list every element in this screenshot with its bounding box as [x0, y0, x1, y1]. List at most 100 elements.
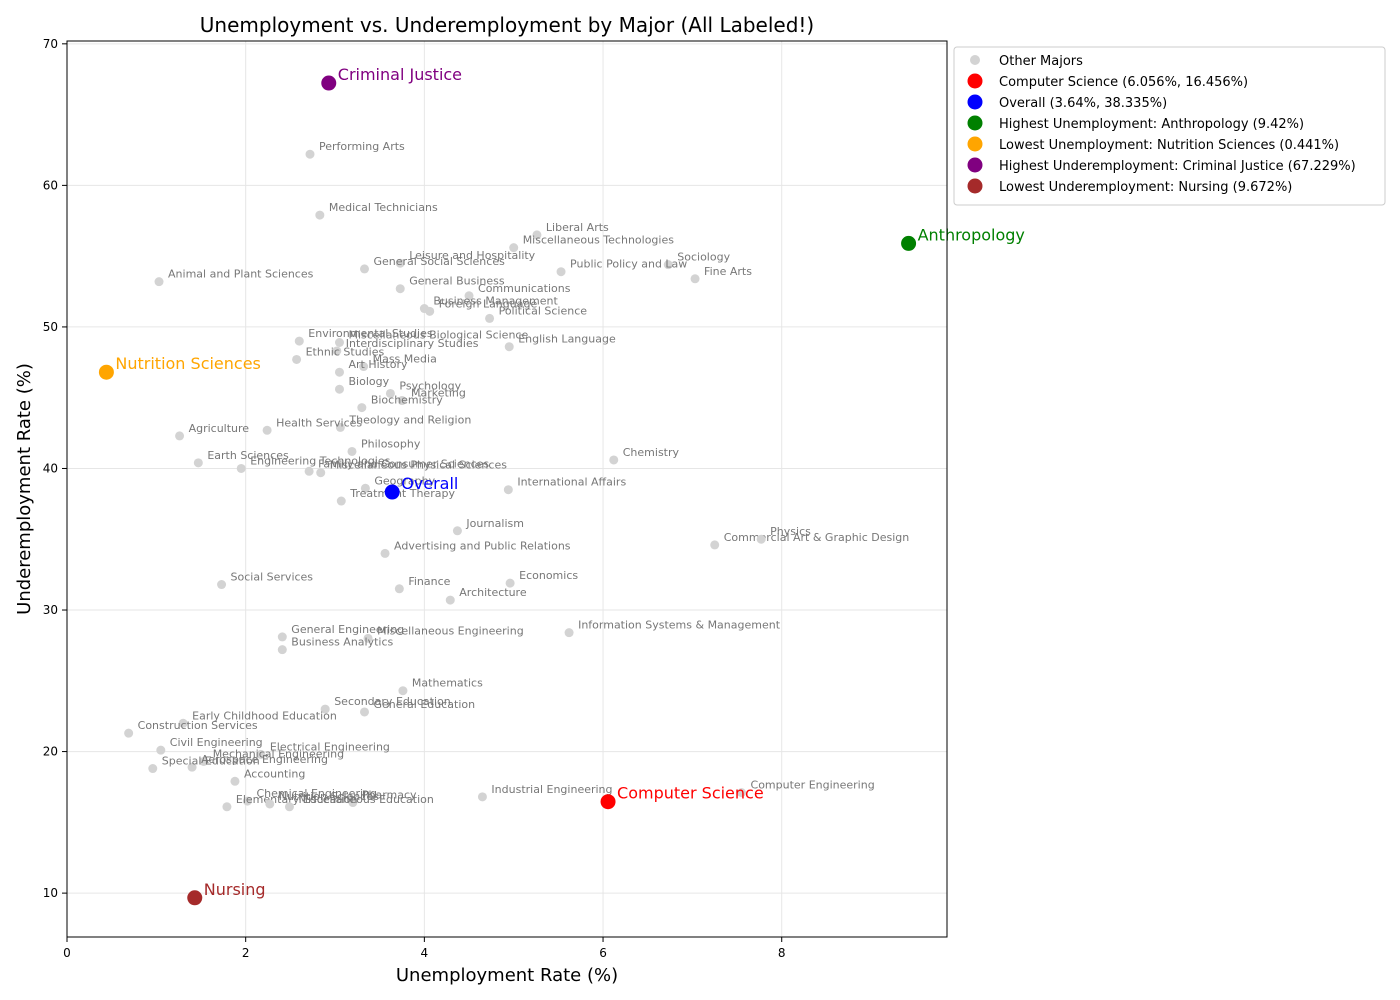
point-label: Marketing [411, 387, 466, 400]
scatter-point [363, 633, 373, 643]
legend: Other Majors Computer Science (6.056%, 16… [953, 46, 1386, 206]
scatter-point [425, 306, 435, 316]
y-tick-label: 50 [43, 320, 58, 334]
point-label: Commercial Art & Graphic Design [724, 531, 910, 544]
legend-entry: Highest Unemployment: Anthropology (9.42… [999, 117, 1304, 132]
point-label: Industrial Engineering [491, 783, 612, 796]
scatter-point [265, 799, 275, 809]
scatter-point [335, 422, 345, 432]
scatter-point [230, 776, 240, 786]
legend-marker [967, 157, 983, 173]
y-tick-label: 70 [43, 37, 58, 51]
scatter-point [398, 686, 408, 696]
point-label: Geography [374, 474, 435, 487]
point-label: Miscellaneous Education [298, 793, 433, 806]
scatter-point [395, 258, 405, 268]
x-axis-label: Unemployment Rate (%) [396, 965, 618, 986]
scatter-point [242, 796, 252, 806]
point-label: Special Education [162, 755, 260, 768]
point-label: Chemical Engineering [256, 787, 377, 800]
scatter-point [294, 336, 304, 346]
scatter-point [509, 243, 519, 253]
point-label: General Engineering [291, 623, 404, 636]
x-tick-label: 6 [599, 946, 607, 960]
point-label: General Social Sciences [374, 255, 506, 268]
scatter-point [357, 403, 367, 413]
legend-entry: Other Majors [999, 54, 1083, 69]
scatter-point [332, 346, 342, 356]
scatter-point [334, 367, 344, 377]
scatter-point [385, 388, 395, 398]
scatter-point [277, 645, 287, 655]
point-label: Secondary Education [334, 695, 451, 708]
point-label: Journalism [465, 517, 524, 530]
scatter-point [199, 756, 209, 766]
point-label: Accounting [244, 767, 305, 780]
point-label: Social Services [231, 571, 314, 584]
scatter-point [347, 446, 357, 456]
point-label: Business Analytics [291, 636, 393, 649]
scatter-point [217, 580, 227, 590]
highlight-point [321, 75, 337, 91]
x-tick-label: 0 [63, 946, 71, 960]
scatter-point [485, 313, 495, 323]
point-label: Environmental Studies [308, 327, 433, 340]
highlight-label: Anthropology [918, 225, 1025, 244]
legend-box [953, 46, 1386, 206]
point-label: Miscellaneous Technologies [523, 234, 675, 247]
scatter-point [334, 384, 344, 394]
x-tick-label: 2 [242, 946, 250, 960]
point-label: Philosophy [361, 437, 421, 450]
point-label: Chemistry [623, 446, 680, 459]
scatter-point [292, 354, 302, 364]
point-label: Information Systems & Management [578, 619, 781, 632]
highlight-label: Computer Science [617, 784, 764, 803]
y-axis-ticks: 10 20 30 40 50 60 70 [43, 37, 67, 900]
point-label: Treatment Therapy [349, 487, 455, 500]
highlight-point [384, 484, 400, 500]
chart-title: Unemployment vs. Underemployment by Majo… [200, 13, 814, 37]
point-label: Animal and Plant Sciences [168, 268, 314, 281]
point-label: Sociology [677, 251, 730, 264]
point-label: Liberal Arts [546, 221, 609, 234]
point-label: General Education [374, 698, 476, 711]
point-label: Biology [348, 375, 389, 388]
point-label: Pharmacy [362, 789, 417, 802]
point-label: Economics [519, 569, 578, 582]
point-label: Family and Consumer Sciences [318, 457, 489, 470]
point-label: Fine Arts [704, 265, 752, 278]
point-label: Foreign Language [439, 297, 538, 310]
point-label: Civil Engineering [170, 736, 263, 749]
point-label: Health Services [276, 416, 362, 429]
scatter-point [360, 707, 370, 717]
other-majors-points: Performing Arts Medical Technicians Libera… [124, 140, 910, 812]
legend-marker [967, 94, 983, 110]
x-axis-ticks: 0 2 4 6 8 [63, 937, 786, 960]
y-tick-label: 20 [43, 745, 58, 759]
scatter-point [277, 632, 287, 642]
legend-entry: Overall (3.64%, 38.335%) [999, 96, 1167, 111]
scatter-point [503, 485, 513, 495]
point-label: Nutrition Sciences [279, 790, 379, 803]
point-label: Theology and Religion [348, 413, 471, 426]
scatter-point [124, 728, 134, 738]
legend-entry: Lowest Underemployment: Nursing (9.672%) [999, 180, 1292, 195]
point-label: Architecture [459, 586, 527, 599]
point-label: Engineering Technologies [250, 454, 390, 467]
scatter-point [445, 595, 455, 605]
scatter-point [756, 534, 766, 544]
y-axis-label: Underemployment Rate (%) [14, 363, 35, 615]
highlight-label: Criminal Justice [338, 65, 462, 84]
highlight-point [98, 364, 114, 380]
scatter-point [316, 468, 326, 478]
point-label: Aerospace Engineering [201, 753, 328, 766]
point-label: Early Childhood Education [192, 709, 337, 722]
scatter-point [477, 792, 487, 802]
point-label: Earth Sciences [207, 449, 289, 462]
grid-lines [66, 41, 947, 937]
highlighted-points: Computer Science Overall Anthropology Nutri… [98, 65, 1025, 906]
scatter-point [154, 277, 164, 287]
legend-marker [967, 73, 983, 89]
point-label: Miscellaneous Engineering [377, 624, 524, 637]
highlight-label: Nursing [204, 880, 266, 899]
